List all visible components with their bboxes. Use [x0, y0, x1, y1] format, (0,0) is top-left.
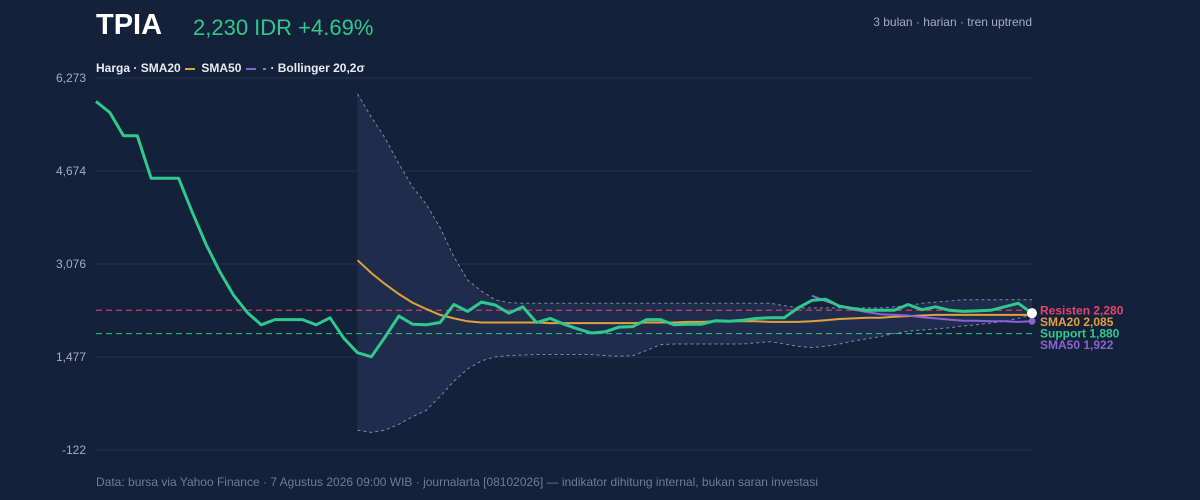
legend-bollinger: · Bollinger 20,2σ: [270, 61, 365, 75]
sma50-end-marker: [1028, 317, 1036, 325]
support-end-label: Support 1,880: [1040, 326, 1120, 340]
chart-meta: 3 bulan · harian · tren uptrend: [873, 15, 1032, 29]
legend-sma20: SMA20: [140, 61, 181, 75]
ticker-symbol: TPIA: [96, 9, 163, 41]
sma20-end-label: SMA20 2,085: [1040, 315, 1114, 329]
price-change: 2,230 IDR +4.69%: [193, 15, 374, 40]
y-tick-label: 3,076: [56, 257, 86, 271]
sma20-line: [356, 259, 1032, 325]
price-line: [95, 100, 1033, 359]
y-tick-label: 1,477: [56, 350, 86, 364]
legend-sma50: SMA50: [201, 61, 242, 75]
legend-price: Harga ·: [96, 61, 138, 75]
bollinger-band-fill: [357, 93, 1032, 433]
price-end-marker: [1027, 308, 1037, 319]
chart-legend: Harga · SMA20 SMA50 · Bollinger 20,2σ: [96, 61, 365, 75]
bollinger-lower-line: [357, 314, 1033, 433]
footer-source: Data: bursa via Yahoo Finance · 7 Agustu…: [96, 475, 818, 489]
bollinger-upper-line: [357, 93, 1032, 309]
sma50-end-label: SMA50 1,922: [1040, 338, 1114, 352]
y-tick-label: 6,273: [56, 71, 86, 85]
y-tick-label: 4,674: [56, 164, 86, 178]
y-tick-label: -122: [62, 443, 86, 457]
legend-bollinger-swatch: [263, 67, 267, 70]
legend-sma50-swatch: [245, 67, 256, 70]
resistance-end-label: Resisten 2,280: [1040, 303, 1124, 317]
legend-sma20-swatch: [185, 67, 196, 70]
